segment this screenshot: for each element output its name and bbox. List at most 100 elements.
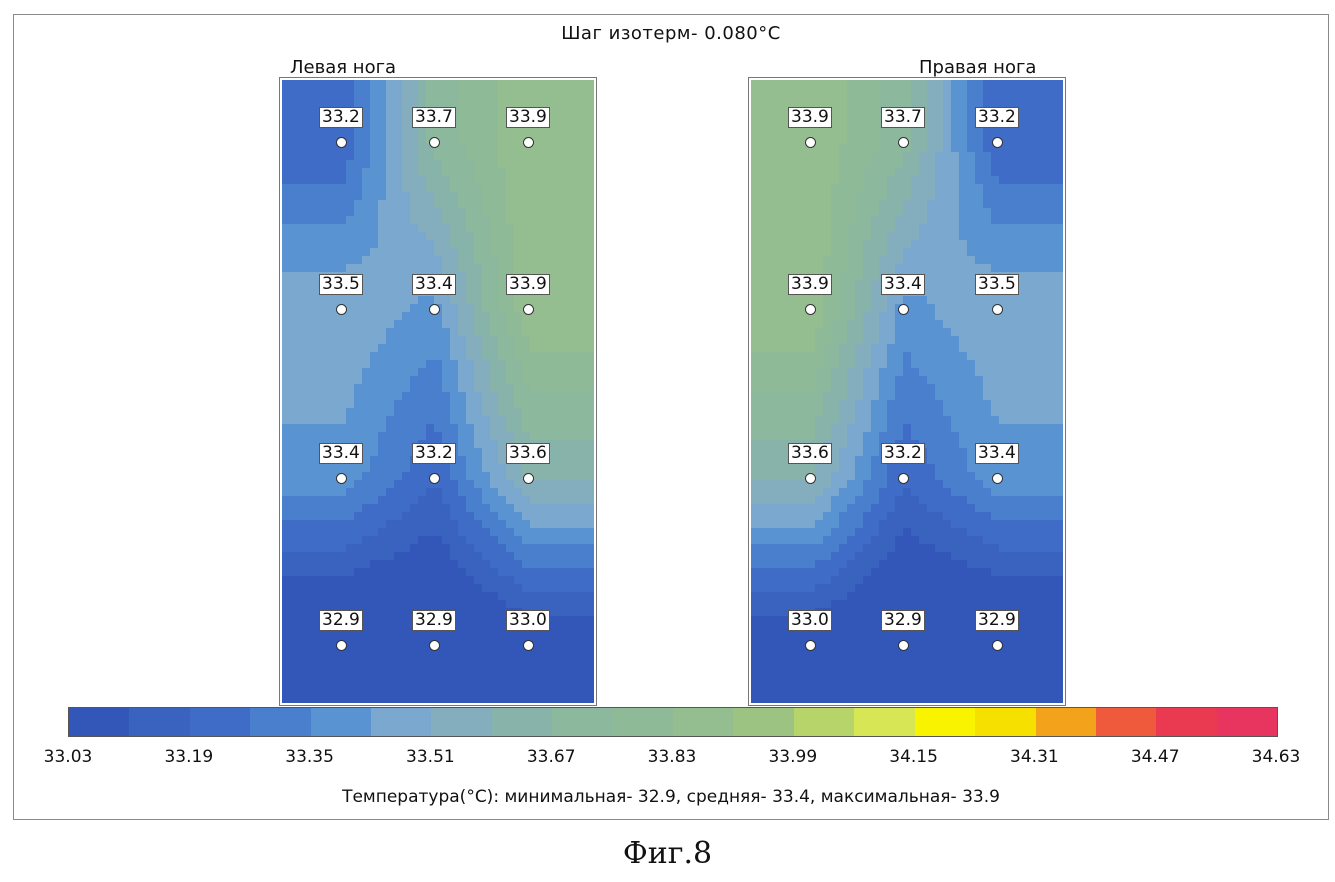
heatmap-cell bbox=[514, 360, 523, 369]
heatmap-cell bbox=[450, 688, 459, 697]
heatmap-cell bbox=[751, 272, 760, 281]
heatmap-cell bbox=[346, 648, 355, 657]
heatmap-cell bbox=[1007, 344, 1016, 353]
heatmap-cell bbox=[767, 80, 776, 89]
heatmap-cell bbox=[330, 168, 339, 177]
heatmap-cell bbox=[759, 376, 768, 385]
heatmap-cell bbox=[562, 488, 571, 497]
heatmap-cell bbox=[298, 680, 307, 689]
heatmap-cell bbox=[546, 216, 555, 225]
heatmap-cell bbox=[298, 664, 307, 673]
heatmap-cell bbox=[975, 208, 984, 217]
heatmap-cell bbox=[538, 192, 547, 201]
heatmap-cell bbox=[927, 408, 936, 417]
heatmap-cell bbox=[378, 648, 387, 657]
heatmap-cell bbox=[967, 400, 976, 409]
heatmap-cell bbox=[346, 584, 355, 593]
heatmap-cell bbox=[466, 664, 475, 673]
heatmap-cell bbox=[474, 80, 483, 89]
heatmap-cell bbox=[1031, 408, 1040, 417]
heatmap-cell bbox=[847, 176, 856, 185]
heatmap-cell bbox=[530, 88, 539, 97]
heatmap-cell bbox=[434, 576, 443, 585]
heatmap-cell bbox=[450, 504, 459, 513]
heatmap-cell bbox=[839, 88, 848, 97]
heatmap-cell bbox=[458, 464, 467, 473]
heatmap-cell bbox=[282, 112, 291, 121]
heatmap-cell bbox=[562, 680, 571, 689]
heatmap-cell bbox=[386, 304, 395, 313]
heatmap-cell bbox=[1039, 160, 1048, 169]
heatmap-cell bbox=[847, 232, 856, 241]
heatmap-cell bbox=[586, 192, 594, 201]
heatmap-cell bbox=[991, 368, 1000, 377]
heatmap-cell bbox=[498, 88, 507, 97]
heatmap-cell bbox=[975, 384, 984, 393]
heatmap-cell bbox=[338, 176, 347, 185]
heatmap-cell bbox=[482, 568, 491, 577]
heatmap-cell bbox=[855, 416, 864, 425]
heatmap-cell bbox=[562, 520, 571, 529]
heatmap-cell bbox=[903, 336, 912, 345]
heatmap-cell bbox=[346, 520, 355, 529]
heatmap-cell bbox=[498, 576, 507, 585]
heatmap-cell bbox=[538, 648, 547, 657]
heatmap-cell bbox=[490, 584, 499, 593]
heatmap-cell bbox=[418, 400, 427, 409]
heatmap-cell bbox=[1023, 312, 1032, 321]
heatmap-cell bbox=[871, 432, 880, 441]
heatmap-cell bbox=[999, 264, 1008, 273]
heatmap-cell bbox=[887, 200, 896, 209]
heatmap-cell bbox=[362, 552, 371, 561]
heatmap-cell bbox=[290, 376, 299, 385]
heatmap-cell bbox=[362, 328, 371, 337]
heatmap-cell bbox=[1031, 136, 1040, 145]
heatmap-cell bbox=[322, 240, 331, 249]
heatmap-cell bbox=[943, 400, 952, 409]
heatmap-cell bbox=[775, 120, 784, 129]
heatmap-cell bbox=[1039, 384, 1048, 393]
heatmap-cell bbox=[458, 280, 467, 289]
heatmap-cell bbox=[855, 184, 864, 193]
heatmap-cell bbox=[298, 528, 307, 537]
heatmap-cell bbox=[450, 176, 459, 185]
heatmap-cell bbox=[1023, 296, 1032, 305]
heatmap-cell bbox=[911, 384, 920, 393]
heatmap-cell bbox=[751, 400, 760, 409]
heatmap-cell bbox=[759, 160, 768, 169]
heatmap-cell bbox=[967, 392, 976, 401]
heatmap-cell bbox=[823, 152, 832, 161]
heatmap-cell bbox=[474, 688, 483, 697]
heatmap-cell bbox=[418, 328, 427, 337]
heatmap-cell bbox=[330, 672, 339, 681]
heatmap-cell bbox=[322, 232, 331, 241]
heatmap-cell bbox=[394, 504, 403, 513]
heatmap-cell bbox=[1007, 192, 1016, 201]
heatmap-cell bbox=[570, 144, 579, 153]
heatmap-cell bbox=[1047, 272, 1056, 281]
heatmap-cell bbox=[338, 160, 347, 169]
heatmap-cell bbox=[474, 304, 483, 313]
heatmap-cell bbox=[935, 216, 944, 225]
heatmap-cell bbox=[402, 432, 411, 441]
heatmap-cell bbox=[871, 192, 880, 201]
heatmap-cell bbox=[338, 352, 347, 361]
heatmap-cell bbox=[815, 360, 824, 369]
heatmap-cell bbox=[466, 120, 475, 129]
heatmap-cell bbox=[522, 528, 531, 537]
heatmap-cell bbox=[330, 320, 339, 329]
heatmap-cell bbox=[799, 160, 808, 169]
heatmap-cell bbox=[799, 336, 808, 345]
heatmap-cell bbox=[474, 184, 483, 193]
heatmap-cell bbox=[338, 232, 347, 241]
heatmap-cell bbox=[402, 288, 411, 297]
heatmap-cell bbox=[514, 224, 523, 233]
heatmap-cell bbox=[967, 208, 976, 217]
heatmap-cell bbox=[767, 472, 776, 481]
heatmap-cell bbox=[346, 336, 355, 345]
heatmap-cell bbox=[434, 152, 443, 161]
sensor-value-label: 33.6 bbox=[506, 443, 550, 464]
heatmap-cell bbox=[983, 168, 992, 177]
heatmap-cell bbox=[791, 264, 800, 273]
heatmap-cell bbox=[322, 216, 331, 225]
